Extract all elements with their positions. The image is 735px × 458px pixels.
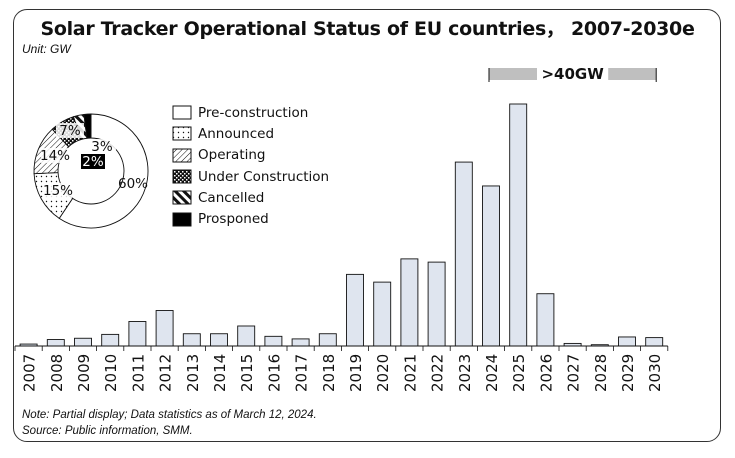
legend-item: Announced xyxy=(172,123,329,144)
x-tick-label: 2028 xyxy=(592,354,610,392)
annotation-bar-left xyxy=(489,68,537,80)
legend-swatch xyxy=(172,105,192,120)
donut-label: 14% xyxy=(40,148,70,164)
bar-2030 xyxy=(645,337,664,347)
x-tick-label: 2018 xyxy=(320,354,338,392)
legend-label: Pre-construction xyxy=(198,104,309,121)
legend-swatch xyxy=(172,126,192,141)
annotation-bar-right xyxy=(608,68,657,80)
bar-2010 xyxy=(101,333,120,347)
legend-label: Prosponed xyxy=(198,211,269,228)
x-tick-label: 2014 xyxy=(211,354,229,392)
x-tick-label: 2007 xyxy=(21,354,39,392)
bar-2012 xyxy=(155,310,174,347)
x-tick-label: 2025 xyxy=(510,354,528,392)
bar-2014 xyxy=(210,333,228,347)
legend: Pre-construction Announced Operating Under … xyxy=(172,102,329,230)
source-line: Source: Public information, SMM. xyxy=(22,425,193,437)
legend-swatch xyxy=(172,148,192,163)
bar-2009 xyxy=(74,337,92,347)
legend-item: Prosponed xyxy=(172,208,329,229)
legend-item: Under Construction xyxy=(172,166,329,187)
donut-label-bg xyxy=(56,123,84,138)
legend-swatch xyxy=(172,190,192,205)
donut-label-bg xyxy=(41,148,69,163)
donut-label-bg xyxy=(81,154,105,169)
bar-2021 xyxy=(400,258,419,347)
donut-label: 7% xyxy=(59,123,81,139)
x-tick-label: 2009 xyxy=(75,354,93,392)
legend-item: Cancelled xyxy=(172,187,329,208)
bar-2024 xyxy=(482,185,500,347)
bar-2020 xyxy=(373,281,392,347)
bar-2026 xyxy=(536,293,555,347)
legend-label: Under Construction xyxy=(198,168,330,185)
x-tick-label: 2013 xyxy=(184,354,202,392)
legend-label: Announced xyxy=(198,125,275,142)
bar-2008 xyxy=(46,339,65,347)
x-tick-label: 2008 xyxy=(48,354,66,392)
donut-slice-prosponed xyxy=(83,113,92,139)
bar-2022 xyxy=(427,261,446,347)
annotation-label: >40GW xyxy=(541,65,604,83)
donut-label-bg xyxy=(44,183,72,198)
x-tick-label: 2024 xyxy=(483,354,501,392)
legend-item: Operating xyxy=(172,145,329,166)
x-tick-label: 2010 xyxy=(102,354,120,392)
legend-swatch xyxy=(172,212,192,227)
unit-label: Unit: GW xyxy=(22,42,71,56)
x-tick-label: 2015 xyxy=(238,354,256,392)
x-tick-label: 2017 xyxy=(293,354,311,392)
donut-label-bg xyxy=(88,139,116,154)
x-tick-label: 2023 xyxy=(456,354,474,392)
x-tick-label: 2029 xyxy=(619,354,637,392)
legend-label: Operating xyxy=(198,147,266,164)
bar-2029 xyxy=(618,336,636,347)
bar-2011 xyxy=(128,321,147,347)
donut-label: 3% xyxy=(91,139,113,155)
x-tick-label: 2027 xyxy=(565,354,583,392)
x-tick-label: 2020 xyxy=(374,354,392,392)
donut-label: 15% xyxy=(43,183,73,199)
legend-item: Pre-construction xyxy=(172,102,329,123)
x-tick-label: 2030 xyxy=(646,354,664,392)
bar-2013 xyxy=(182,333,201,347)
donut-label: 2% xyxy=(82,154,104,170)
note-line: Note: Partial display; Data statistics a… xyxy=(22,409,317,421)
x-tick-label: 2016 xyxy=(265,354,283,392)
bar-2016 xyxy=(264,335,283,347)
x-tick-label: 2022 xyxy=(429,354,447,392)
bar-2017 xyxy=(291,338,310,347)
bar-2023 xyxy=(454,161,473,347)
x-tick-label: 2011 xyxy=(129,354,147,392)
chart-frame xyxy=(13,9,721,442)
bar-2015 xyxy=(237,325,256,347)
x-tick-label: 2019 xyxy=(347,354,365,392)
bar-2019 xyxy=(346,273,364,347)
donut-label: 60% xyxy=(118,176,148,192)
chart-title: Solar Tracker Operational Status of EU c… xyxy=(40,18,695,40)
donut-slice-pre-construction xyxy=(58,113,149,229)
x-tick-label: 2021 xyxy=(401,354,419,392)
bar-2025 xyxy=(509,103,528,347)
bar-2018 xyxy=(318,333,337,347)
legend-label: Cancelled xyxy=(198,189,265,206)
x-tick-label: 2012 xyxy=(157,354,175,392)
legend-swatch xyxy=(172,169,192,184)
x-tick-label: 2026 xyxy=(537,354,555,392)
